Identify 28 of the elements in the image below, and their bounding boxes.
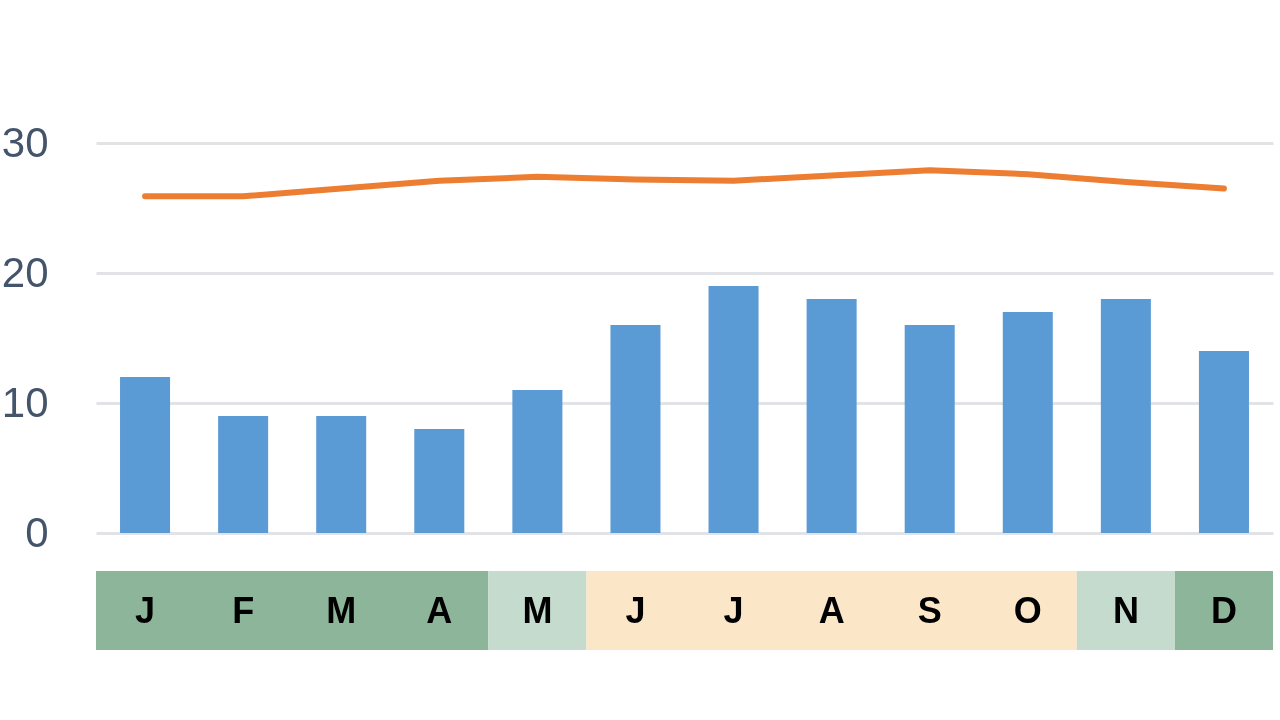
bar [512,390,563,533]
bar [218,416,269,533]
y-tick-label: 10 [1,378,49,426]
bar [904,325,955,533]
bar [316,416,367,533]
bar [806,299,857,533]
x-tick-label: D [1210,589,1237,631]
y-tick-label: 0 [25,508,49,556]
x-tick-label: F [232,589,255,631]
bar [1100,299,1151,533]
bar [414,429,465,533]
x-tick-label: N [1112,589,1139,631]
bar [1002,312,1053,533]
x-tick-label: O [1013,589,1042,631]
x-tick-label: J [625,589,646,631]
bar [708,286,759,533]
x-tick-label: J [723,589,744,631]
y-tick-label: 20 [1,248,49,296]
bar [1198,351,1249,533]
x-tick-label: A [818,589,845,631]
y-tick-label: 30 [1,118,49,166]
x-tick-label: J [135,589,156,631]
x-tick-label: A [426,589,453,631]
x-tick-label: S [917,589,942,631]
x-tick-label: M [522,589,553,631]
bar [120,377,171,533]
x-tick-label: M [326,589,357,631]
bar [610,325,661,533]
